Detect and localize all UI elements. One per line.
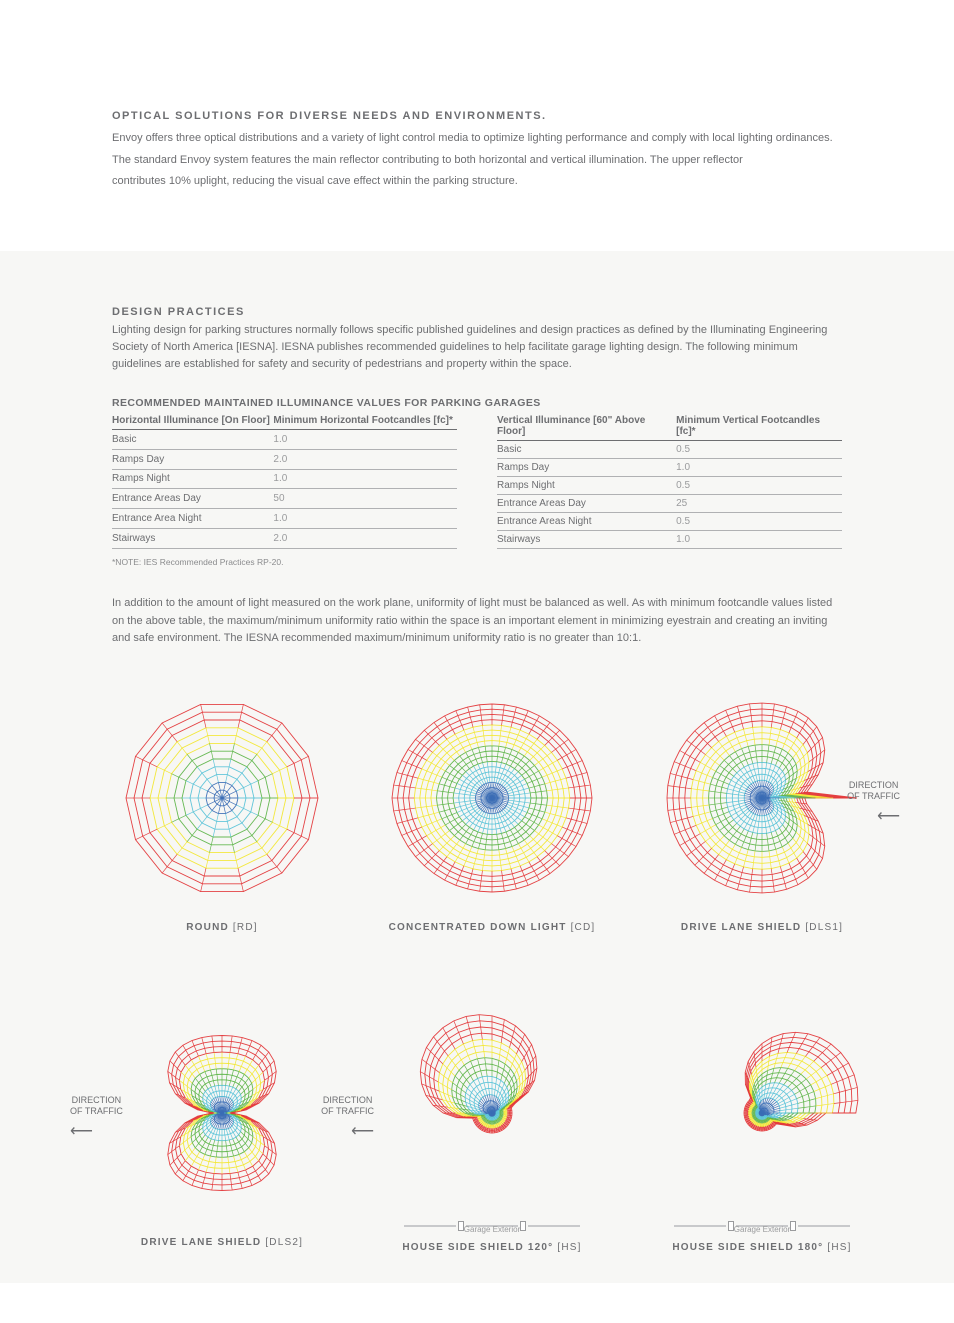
diagram-dls1: DIRECTIONOF TRAFFIC ⟵ DRIVE LANE SHIELD … [652, 688, 872, 933]
diagram-round: ROUND [RD] [112, 688, 332, 933]
table-row: Entrance Areas Day50 [112, 489, 457, 509]
v-col-a: Vertical Illuminance [60" Above Floor] [497, 411, 676, 441]
h-col-a: Horizontal Illuminance [On Floor] [112, 411, 273, 430]
table-row: Entrance Area Night1.0 [112, 509, 457, 529]
diagram-round-label: ROUND [RD] [186, 922, 257, 933]
table-row: Ramps Night1.0 [112, 469, 457, 489]
diagram-hs120-label: HOUSE SIDE SHIELD 120° [HS] [402, 1242, 581, 1253]
vertical-illuminance-table: Vertical Illuminance [60" Above Floor] M… [497, 411, 842, 549]
arrow-icon: ⟵ [877, 806, 900, 826]
table-row: Stairways1.0 [497, 530, 842, 548]
page-title: OPTICAL SOLUTIONS FOR DIVERSE NEEDS AND … [112, 110, 842, 122]
intro-p2: The standard Envoy system features the m… [112, 152, 842, 170]
table-row: Ramps Night0.5 [497, 476, 842, 494]
direction-label-1: DIRECTIONOF TRAFFIC [847, 780, 900, 802]
diagrams-grid: ROUND [RD] CONCENTRATED DOWN LIGHT [CD] … [112, 688, 842, 1253]
garage-exterior-label: Garage Exterior [464, 1225, 520, 1234]
garage-exterior-label: Garage Exterior [734, 1225, 790, 1234]
diagram-cd-label: CONCENTRATED DOWN LIGHT [CD] [389, 922, 596, 933]
diagram-hs180-label: HOUSE SIDE SHIELD 180° [HS] [672, 1242, 851, 1253]
diagram-dls2: DIRECTIONOF TRAFFIC ⟵ DIRECTIONOF TRAFFI… [112, 1003, 332, 1253]
diagram-hs180: Garage Exterior HOUSE SIDE SHIELD 180° [… [652, 1003, 872, 1253]
uniformity-paragraph: In addition to the amount of light measu… [112, 595, 842, 648]
diagram-dls1-label: DRIVE LANE SHIELD [DLS1] [681, 922, 843, 933]
table-row: Basic0.5 [497, 440, 842, 458]
table-row: Entrance Areas Day25 [497, 494, 842, 512]
diagram-dls2-label: DRIVE LANE SHIELD [DLS2] [141, 1237, 303, 1248]
table-row: Ramps Day2.0 [112, 449, 457, 469]
design-title: DESIGN PRACTICES [112, 306, 842, 318]
arrow-icon: ⟵ [70, 1121, 93, 1141]
direction-label-2b: DIRECTIONOF TRAFFIC [321, 1095, 374, 1117]
table-title: RECOMMENDED MAINTAINED ILLUMINANCE VALUE… [112, 397, 842, 409]
h-col-b: Minimum Horizontal Footcandles [fc]* [273, 411, 457, 430]
tables-row: Horizontal Illuminance [On Floor] Minimu… [112, 411, 842, 549]
design-practices-section: DESIGN PRACTICES Lighting design for par… [0, 251, 954, 1283]
table-row: Stairways2.0 [112, 529, 457, 549]
table-row: Entrance Areas Night0.5 [497, 512, 842, 530]
table-note: *NOTE: IES Recommended Practices RP-20. [112, 557, 842, 567]
intro-p3: contributes 10% uplight, reducing the vi… [112, 173, 842, 191]
diagram-cd: CONCENTRATED DOWN LIGHT [CD] [382, 688, 602, 933]
arrow-icon: ⟵ [351, 1121, 374, 1141]
horizontal-illuminance-table: Horizontal Illuminance [On Floor] Minimu… [112, 411, 457, 549]
v-col-b: Minimum Vertical Footcandles [fc]* [676, 411, 842, 441]
direction-label-2a: DIRECTIONOF TRAFFIC [70, 1095, 123, 1117]
table-row: Ramps Day1.0 [497, 458, 842, 476]
intro-p1: Envoy offers three optical distributions… [112, 130, 842, 148]
design-body: Lighting design for parking structures n… [112, 322, 842, 373]
table-row: Basic1.0 [112, 429, 457, 449]
diagram-hs120: Garage Exterior HOUSE SIDE SHIELD 120° [… [382, 1003, 602, 1253]
